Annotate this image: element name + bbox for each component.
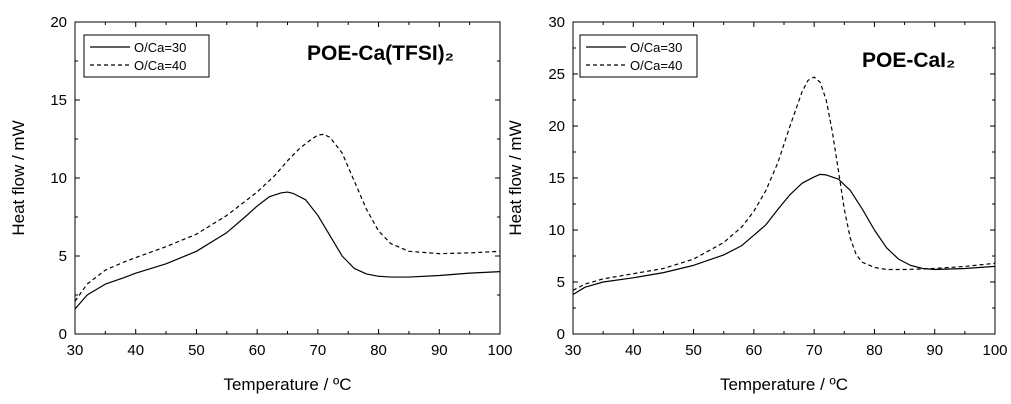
x-tick-label: 40 (127, 342, 144, 359)
x-tick-label: 30 (565, 342, 582, 359)
x-tick-label: 50 (188, 342, 205, 359)
y-tick-label: 0 (557, 326, 565, 343)
y-axis-label: Heat flow / mW (506, 120, 525, 235)
chart-panel-1: 30 40 50 60 70 80 90 100 0 5 10 15 20 Temperature / º… (9, 14, 513, 394)
y-tick-label: 10 (50, 170, 67, 187)
legend-label-2: O/Ca=40 (630, 58, 682, 73)
x-tick-label: 60 (746, 342, 763, 359)
y-axis-label: Heat flow / mW (9, 120, 28, 235)
y-tick-label: 5 (557, 274, 565, 291)
y-tick-label: 30 (548, 14, 565, 31)
y-tick-label: 15 (50, 92, 67, 109)
x-tick-label: 70 (310, 342, 327, 359)
series-line-1 (74, 191, 501, 310)
chart-panel-2: 30 40 50 60 70 80 90 100 0 5 10 15 20 25 30 Temperature… (506, 14, 1008, 394)
chart-title: POE-Ca(TFSI)₂ (307, 42, 454, 65)
series-line-1 (572, 173, 996, 295)
y-tick-label: 20 (50, 14, 67, 31)
series-line-2 (572, 76, 996, 291)
y-tick-label: 15 (548, 170, 565, 187)
x-tick-label: 30 (67, 342, 84, 359)
legend-box (579, 34, 698, 78)
legend-label-2: O/Ca=40 (134, 58, 186, 73)
x-tick-label: 90 (926, 342, 943, 359)
x-tick-label: 100 (487, 342, 512, 359)
y-tick-label: 5 (59, 248, 67, 265)
y-tick-label: 10 (548, 222, 565, 239)
x-tick-label: 50 (685, 342, 702, 359)
legend-box (83, 34, 210, 78)
x-tick-label: 60 (249, 342, 266, 359)
x-tick-label: 90 (431, 342, 448, 359)
x-tick-label: 80 (866, 342, 883, 359)
x-tick-label: 40 (625, 342, 642, 359)
x-axis-label: Temperature / ºC (720, 375, 848, 394)
legend-label-1: O/Ca=30 (630, 40, 682, 55)
legend-label-1: O/Ca=30 (134, 40, 186, 55)
x-tick-label: 80 (370, 342, 387, 359)
x-tick-label: 70 (806, 342, 823, 359)
y-tick-label: 20 (548, 118, 565, 135)
x-axis-label: Temperature / ºC (223, 375, 351, 394)
y-tick-label: 0 (59, 326, 67, 343)
x-tick-label: 100 (982, 342, 1007, 359)
y-tick-label: 25 (548, 66, 565, 83)
chart-title: POE-CaI₂ (862, 49, 955, 72)
